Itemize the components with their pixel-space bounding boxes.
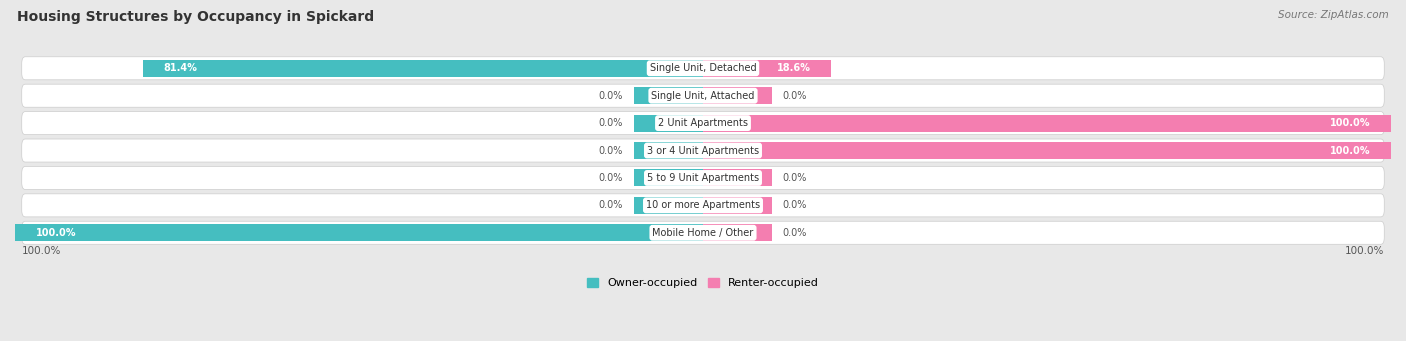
Text: Single Unit, Attached: Single Unit, Attached	[651, 91, 755, 101]
Text: Mobile Home / Other: Mobile Home / Other	[652, 228, 754, 238]
Bar	[703, 169, 772, 187]
Text: 0.0%: 0.0%	[599, 173, 623, 183]
Text: 0.0%: 0.0%	[783, 201, 807, 210]
Text: Single Unit, Detached: Single Unit, Detached	[650, 63, 756, 73]
FancyBboxPatch shape	[21, 57, 1385, 80]
Text: 3 or 4 Unit Apartments: 3 or 4 Unit Apartments	[647, 146, 759, 155]
Bar	[634, 87, 703, 104]
Text: Housing Structures by Occupancy in Spickard: Housing Structures by Occupancy in Spick…	[17, 10, 374, 24]
Text: 0.0%: 0.0%	[599, 118, 623, 128]
Bar	[634, 169, 703, 187]
Bar	[703, 60, 831, 77]
FancyBboxPatch shape	[21, 112, 1385, 135]
Text: 100.0%: 100.0%	[35, 228, 76, 238]
Text: 18.6%: 18.6%	[776, 63, 810, 73]
Text: 100.0%: 100.0%	[1344, 247, 1384, 256]
Text: 0.0%: 0.0%	[599, 146, 623, 155]
Bar	[703, 142, 1391, 159]
Text: 0.0%: 0.0%	[783, 173, 807, 183]
Bar	[634, 197, 703, 214]
Text: 0.0%: 0.0%	[783, 91, 807, 101]
Text: 2 Unit Apartments: 2 Unit Apartments	[658, 118, 748, 128]
FancyBboxPatch shape	[21, 221, 1385, 244]
FancyBboxPatch shape	[21, 139, 1385, 162]
Bar	[15, 224, 703, 241]
Text: 100.0%: 100.0%	[22, 247, 62, 256]
Bar	[703, 224, 772, 241]
Text: 0.0%: 0.0%	[783, 228, 807, 238]
Text: 100.0%: 100.0%	[1330, 118, 1371, 128]
Legend: Owner-occupied, Renter-occupied: Owner-occupied, Renter-occupied	[582, 273, 824, 293]
Text: 5 to 9 Unit Apartments: 5 to 9 Unit Apartments	[647, 173, 759, 183]
FancyBboxPatch shape	[21, 84, 1385, 107]
Bar	[703, 197, 772, 214]
Text: 10 or more Apartments: 10 or more Apartments	[645, 201, 761, 210]
Text: Source: ZipAtlas.com: Source: ZipAtlas.com	[1278, 10, 1389, 20]
Bar	[634, 115, 703, 132]
Bar	[703, 87, 772, 104]
Bar	[143, 60, 703, 77]
FancyBboxPatch shape	[21, 194, 1385, 217]
Text: 100.0%: 100.0%	[1330, 146, 1371, 155]
Text: 0.0%: 0.0%	[599, 91, 623, 101]
Text: 0.0%: 0.0%	[599, 201, 623, 210]
Bar	[703, 115, 1391, 132]
Text: 81.4%: 81.4%	[163, 63, 197, 73]
FancyBboxPatch shape	[21, 166, 1385, 190]
Bar	[634, 142, 703, 159]
